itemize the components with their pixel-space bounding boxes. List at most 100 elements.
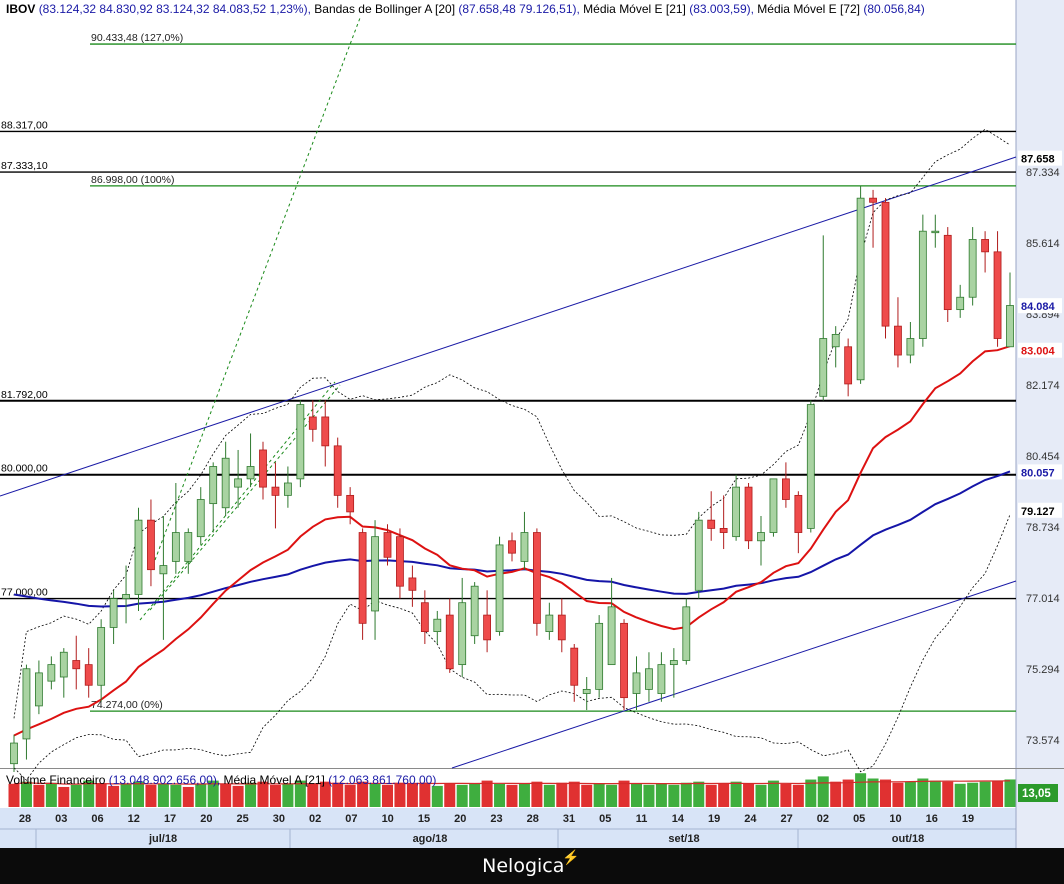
- candle-body: [171, 532, 180, 562]
- x-tick-label: 19: [962, 813, 974, 825]
- candle-body: [906, 338, 915, 356]
- volume-bar: [892, 782, 904, 807]
- volume-label: Volume Financeiro: [6, 773, 106, 787]
- candle-body: [508, 540, 516, 554]
- candle: [308, 400, 317, 442]
- volume-bar: [743, 783, 755, 807]
- candle-body: [84, 664, 93, 686]
- volume-bar: [693, 781, 705, 807]
- volume-bar: [718, 783, 730, 807]
- volume-bar: [182, 786, 194, 807]
- candle: [122, 565, 130, 624]
- candle-body: [943, 234, 952, 311]
- volume-bar: [954, 783, 966, 807]
- candle: [520, 511, 529, 570]
- volume-bar: [668, 784, 680, 807]
- candle: [396, 528, 404, 599]
- candle: [744, 482, 753, 550]
- volume-bar: [220, 783, 232, 807]
- candle-body: [470, 585, 479, 637]
- volume-bar: [855, 773, 867, 807]
- candle: [782, 462, 790, 508]
- volume-bar: [792, 784, 804, 807]
- volume-bar: [83, 780, 95, 807]
- candle: [595, 615, 604, 698]
- candle-body: [358, 532, 367, 624]
- candle-body: [620, 622, 628, 699]
- price-badge: [1018, 150, 1062, 166]
- candle-body: [707, 519, 716, 529]
- candle-body: [657, 664, 666, 694]
- volume-bar: [618, 780, 630, 807]
- candle: [1006, 272, 1014, 348]
- y-tick-label: 87.334: [1026, 167, 1060, 179]
- candle-body: [881, 201, 890, 327]
- symbol-label: IBOV: [6, 2, 36, 16]
- volume-bar: [357, 781, 369, 807]
- candle-body: [234, 478, 243, 488]
- volume-bar: [170, 784, 182, 807]
- volume-bar: [568, 781, 580, 807]
- candle: [881, 198, 890, 339]
- volume-bar: [805, 779, 817, 807]
- x-tick-label: 24: [744, 813, 757, 825]
- volume-bar: [58, 786, 70, 807]
- candle: [97, 619, 106, 702]
- candle-body: [59, 651, 68, 678]
- y-tick-label: 80.454: [1026, 451, 1060, 463]
- candle-body: [259, 449, 267, 488]
- volume-bar: [780, 783, 792, 807]
- candle: [682, 598, 691, 665]
- candle: [59, 648, 68, 698]
- candle-body: [557, 614, 566, 641]
- candle: [956, 284, 965, 318]
- ema72-label: Média Móvel E [72]: [757, 2, 861, 16]
- price-badge: [1018, 464, 1062, 480]
- volume-bar: [120, 783, 132, 807]
- volume-bar: [992, 780, 1004, 807]
- candle-body: [308, 416, 317, 430]
- candle: [694, 511, 703, 599]
- volume-bar: [95, 783, 107, 807]
- candle-body: [209, 466, 218, 505]
- candle: [769, 478, 778, 537]
- candle-body: [719, 528, 728, 533]
- x-tick-label: 05: [853, 813, 865, 825]
- x-tick-label: 10: [889, 813, 901, 825]
- volume-bar: [917, 778, 929, 807]
- candle-body: [246, 466, 255, 480]
- candle: [906, 322, 915, 364]
- volume-ma-line: [13, 780, 1011, 785]
- candle: [433, 610, 442, 644]
- volume-bar: [481, 780, 493, 807]
- candle: [283, 466, 292, 508]
- candle: [620, 619, 628, 711]
- candle: [321, 400, 330, 467]
- candle: [383, 524, 392, 566]
- candle-body: [981, 239, 989, 253]
- ema21-label: Média Móvel E [21]: [583, 2, 686, 16]
- volume-bar: [20, 781, 32, 807]
- volume-ma-label: Média Móvel A [21]: [223, 773, 325, 787]
- candle: [894, 297, 902, 368]
- candle-body: [445, 614, 454, 670]
- candle-body: [47, 664, 56, 682]
- price-badge: [1018, 502, 1062, 518]
- volume-bar: [593, 783, 605, 807]
- price-badge-label: 87.658: [1021, 154, 1055, 166]
- candle: [109, 590, 118, 644]
- candle-body: [806, 404, 815, 529]
- x-tick-label: 12: [128, 813, 140, 825]
- y-tick-label: 85.614: [1026, 238, 1060, 250]
- volume-bar: [70, 784, 82, 807]
- candle: [557, 598, 566, 653]
- candle-body: [595, 622, 604, 690]
- volume-bar: [705, 784, 717, 807]
- volume-bar: [382, 784, 393, 807]
- x-tick-label: 19: [708, 813, 720, 825]
- x-tick-label: 06: [91, 813, 103, 825]
- level-label: 74.274,00 (0%): [91, 699, 163, 711]
- candle-body: [769, 478, 778, 533]
- candle-body: [694, 519, 703, 591]
